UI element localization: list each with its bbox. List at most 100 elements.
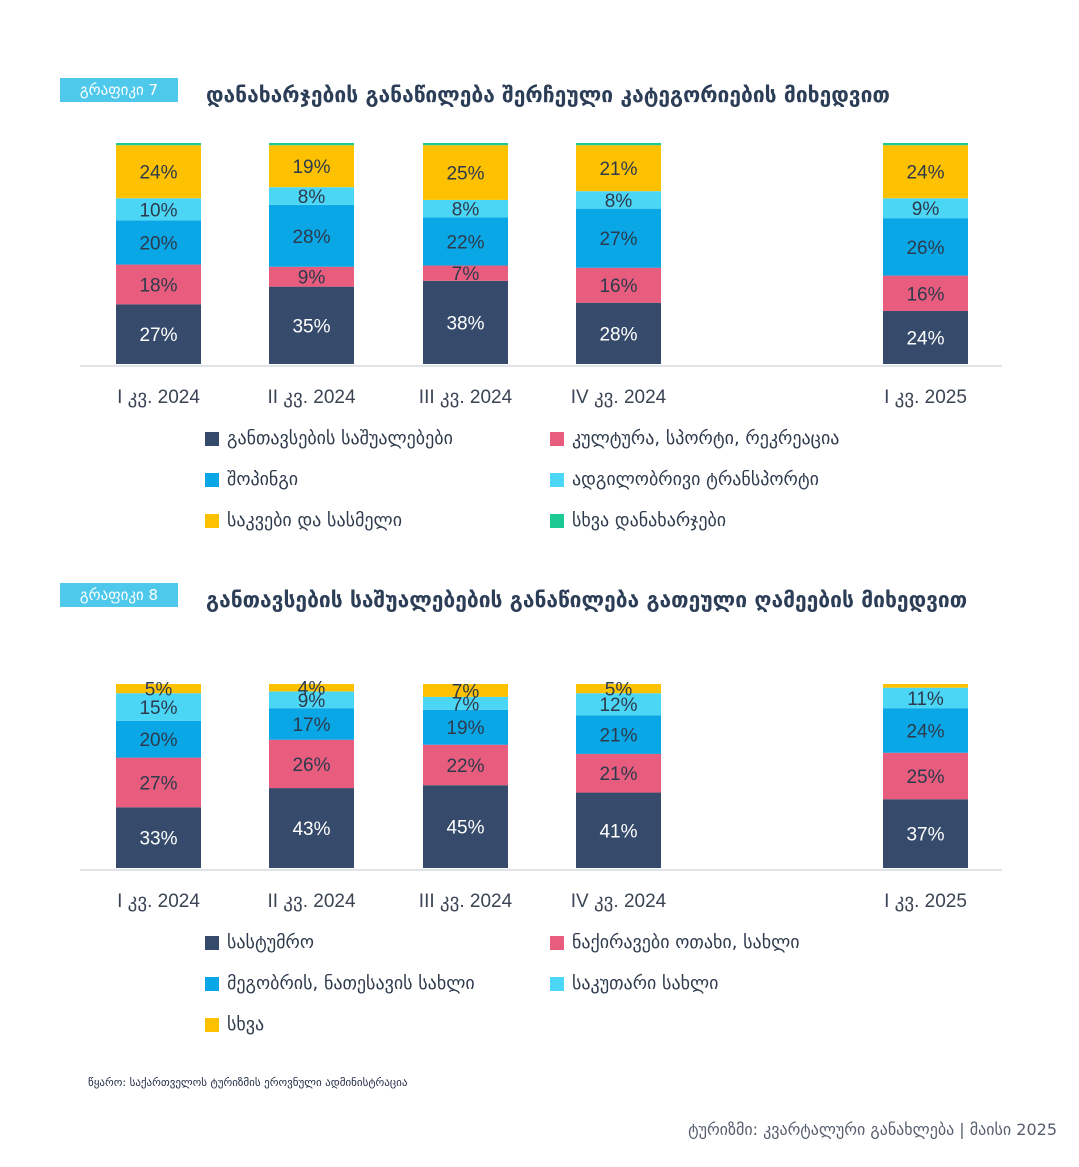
bar-segment (576, 753, 661, 793)
bar-segment (269, 145, 354, 188)
data-label: 33% (139, 829, 177, 850)
bar-segment (116, 220, 201, 265)
bar-segment (269, 739, 354, 789)
legend-label: ნაქირავები ოთახი, სახლი (572, 932, 800, 953)
data-label: 24% (906, 163, 944, 184)
data-label: 7% (452, 694, 480, 715)
bar-segment (883, 198, 968, 219)
bar-segment (116, 693, 201, 721)
x-tick-label: I კვ. 2024 (117, 387, 200, 408)
source-note: წყარო: საქართველოს ტურიზმის ეროვნული ადმ… (88, 1076, 408, 1089)
data-label: 8% (605, 191, 633, 212)
bar-segment (576, 715, 661, 754)
data-label: 4% (298, 679, 326, 700)
data-label: 21% (599, 764, 637, 785)
data-label: 18% (139, 275, 177, 296)
legend-label: კულტურა, სპორტი, რეკრეაცია (572, 428, 840, 449)
legend-item: საკვები და სასმელი (205, 510, 402, 531)
bar-segment (576, 208, 661, 268)
bar-segment (423, 217, 508, 266)
bar-segment (269, 788, 354, 868)
x-tick-label: I კვ. 2025 (884, 387, 967, 408)
bar-segment (883, 799, 968, 868)
data-label: 26% (906, 238, 944, 259)
bar-segment (423, 265, 508, 281)
x-tick-label: II კვ. 2024 (267, 387, 356, 408)
chart-7-legend: განთავსების საშუალებები კულტურა, სპორტი, … (205, 428, 985, 538)
legend-swatch (205, 431, 219, 446)
bar-segment (883, 752, 968, 800)
bar-segment (883, 145, 968, 199)
bar-segment (423, 143, 508, 146)
bar-segment (116, 720, 201, 758)
legend-swatch (550, 976, 564, 991)
data-label: 21% (599, 726, 637, 747)
bar-segment (116, 198, 201, 221)
bar-segment (423, 199, 508, 218)
legend-swatch (550, 472, 564, 487)
x-tick-label: II კვ. 2024 (267, 891, 356, 912)
bar-segment (269, 286, 354, 364)
data-label: 37% (906, 825, 944, 846)
bar-segment (116, 807, 201, 868)
bar-segment (576, 302, 661, 364)
x-tick-label: I კვ. 2024 (117, 891, 200, 912)
data-label: 21% (599, 159, 637, 180)
footer-text: ტურიზმი: კვარტალური განახლება | მაისი 20… (688, 1120, 1057, 1139)
bar-segment (576, 693, 661, 716)
bar-segment (576, 267, 661, 303)
bar-segment (883, 310, 968, 364)
legend-item: საკუთარი სახლი (550, 973, 718, 994)
chart-8-title: განთავსების საშუალებების განაწილება გათე… (206, 588, 968, 612)
bar-segment (116, 684, 201, 694)
data-label: 8% (298, 187, 326, 208)
bar-segment (883, 218, 968, 276)
legend-item: შოპინგი (205, 469, 298, 490)
bar-segment (116, 304, 201, 364)
legend-swatch (205, 976, 219, 991)
data-label: 24% (906, 721, 944, 742)
legend-swatch (205, 472, 219, 487)
data-label: 27% (139, 325, 177, 346)
x-tick-label: I კვ. 2025 (884, 891, 967, 912)
legend-swatch (205, 1017, 219, 1032)
bar-segment (423, 145, 508, 200)
bar-segment (269, 708, 354, 740)
data-label: 24% (139, 163, 177, 184)
data-label: 9% (298, 268, 326, 289)
legend-item: სხვა დანახარჯები (550, 510, 726, 531)
bar-segment (576, 792, 661, 868)
data-label: 25% (906, 767, 944, 788)
x-tick-label: IV კვ. 2024 (571, 891, 667, 912)
bar-segment (423, 280, 508, 364)
data-label: 5% (145, 680, 173, 701)
data-label: 5% (605, 680, 633, 701)
bar-segment (269, 684, 354, 692)
legend-item: კულტურა, სპორტი, რეკრეაცია (550, 428, 839, 449)
data-label: 20% (139, 730, 177, 751)
bar-segment (269, 143, 354, 146)
bar-segment (576, 684, 661, 694)
legend-item: სასტუმრო (205, 932, 314, 953)
data-label: 16% (906, 284, 944, 305)
data-label: 20% (139, 233, 177, 254)
data-label: 22% (446, 756, 484, 777)
legend-label: განთავსების საშუალებები (227, 428, 453, 449)
data-label: 24% (906, 328, 944, 349)
bar-segment (269, 204, 354, 267)
data-label: 15% (139, 698, 177, 719)
data-label: 9% (912, 199, 940, 220)
data-label: 28% (292, 227, 330, 248)
bar-segment (269, 691, 354, 709)
x-tick-label: III კვ. 2024 (419, 387, 513, 408)
bar-segment (883, 143, 968, 146)
data-label: 43% (292, 819, 330, 840)
legend-swatch (205, 935, 219, 950)
bar-segment (883, 687, 968, 709)
legend-swatch (205, 513, 219, 528)
legend-item: ნაქირავები ოთახი, სახლი (550, 932, 800, 953)
data-label: 10% (139, 200, 177, 221)
x-tick-label: III კვ. 2024 (419, 891, 513, 912)
data-label: 12% (599, 695, 637, 716)
bar-segment (116, 143, 201, 146)
